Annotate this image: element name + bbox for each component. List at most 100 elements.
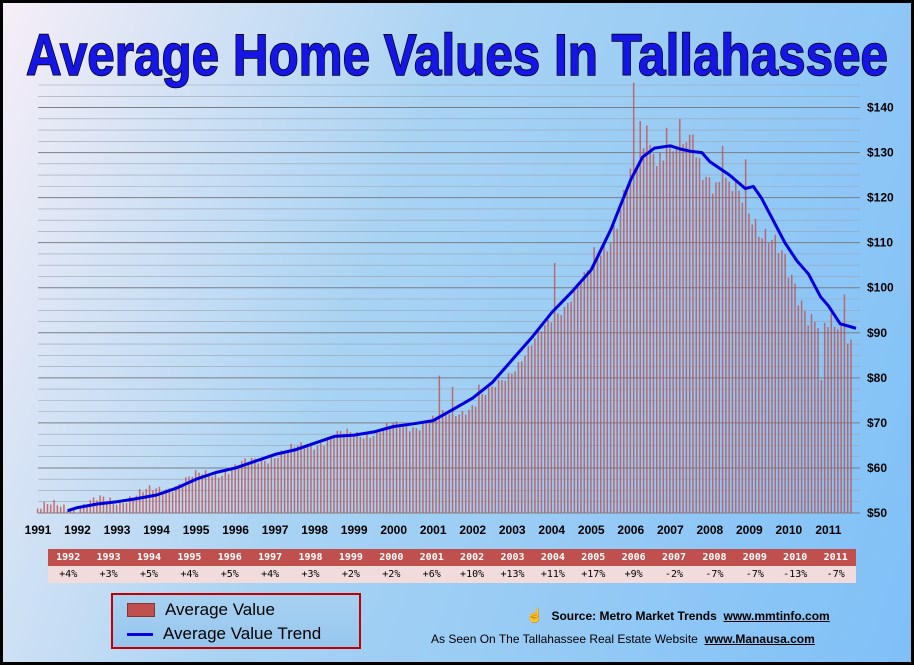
bar [86,506,88,513]
table-year-cell: 1992 [48,549,89,566]
bar [168,488,171,513]
table-year-cell: 1999 [330,549,372,566]
x-tick-label: 1999 [341,523,368,537]
bar [194,470,197,513]
bar [639,121,641,513]
bar [214,472,217,513]
bar [441,410,444,513]
bar [135,495,138,513]
bar [507,373,510,513]
bar [171,492,174,513]
bar [478,384,480,513]
bar [705,176,707,513]
bar [161,492,164,513]
bar [158,486,161,513]
bar [563,306,566,513]
bar [385,422,388,513]
bar [310,444,312,513]
x-axis-tick-labels: 1991 1992 1993 1994 1995 1996 1997 1998 1999 2000… [25,523,842,537]
bar [682,144,684,513]
table-year-cell: 2004 [532,549,574,566]
bar [132,498,134,513]
bar [695,157,697,513]
bar [784,253,786,513]
bar [198,472,200,513]
table-change-cell: +13% [492,566,533,583]
bar [632,82,635,513]
bar [715,182,717,513]
bar [553,262,556,513]
x-tick-label: 2006 [617,523,644,537]
bar [283,451,286,513]
source-url[interactable]: www.mmtinfo.com [723,609,830,623]
table-change-cell: +9% [613,566,654,583]
bar [751,224,753,513]
bar [109,497,111,513]
bar [50,504,52,513]
bar [787,277,790,513]
bar [221,475,223,513]
bar [43,501,45,513]
table-change-cell: -7% [734,566,776,583]
table-year-cell: 2002 [451,549,493,566]
bar [547,320,549,513]
bar [649,144,651,513]
bar [728,181,730,513]
bar [204,470,207,513]
table-year-cell: 2008 [694,549,735,566]
bar [636,165,638,514]
bar [833,326,836,513]
seen-url[interactable]: www.Manausa.com [704,632,815,646]
bar [445,414,447,513]
bar [514,371,516,513]
bar [306,446,309,513]
bar [211,476,213,513]
table-year-cell: 2005 [573,549,614,566]
bar [580,282,582,513]
bar [280,450,283,513]
table-change-cell: -7% [815,566,856,583]
bar [300,442,302,513]
bar [810,313,813,513]
bar [771,239,773,514]
bar [106,501,108,513]
x-tick-label: 1998 [301,523,328,537]
bar [741,202,744,513]
table-year-cell: 1997 [249,549,291,566]
y-tick-label: $70 [867,416,887,430]
bar [520,361,523,513]
bar [837,329,839,513]
bar [484,395,487,513]
bar [435,416,437,513]
x-tick-label: 2000 [380,523,407,537]
bar [823,322,826,513]
table-change-cell: +4% [249,566,291,583]
bar [66,510,68,513]
y-tick-label: $130 [867,146,894,160]
bar [270,457,273,513]
bar [201,474,203,513]
bar [517,362,520,513]
bar [820,380,823,513]
bar [257,463,259,513]
bar [399,427,401,513]
bar [277,457,279,513]
bar [646,125,648,514]
bar [764,228,767,513]
x-tick-label: 1993 [104,523,131,537]
y-tick-label: $80 [867,371,887,385]
bar [224,471,227,513]
table-year-cell: 1994 [128,549,170,566]
bar [767,242,770,514]
bar [599,255,602,513]
bar [428,423,431,513]
table-change-cell: +11% [532,566,574,583]
x-tick-label: 2011 [815,523,841,537]
bar [679,118,681,513]
bar [227,474,230,513]
bar [339,430,342,513]
bar [497,379,500,513]
bar [46,503,49,513]
bar [438,375,441,513]
